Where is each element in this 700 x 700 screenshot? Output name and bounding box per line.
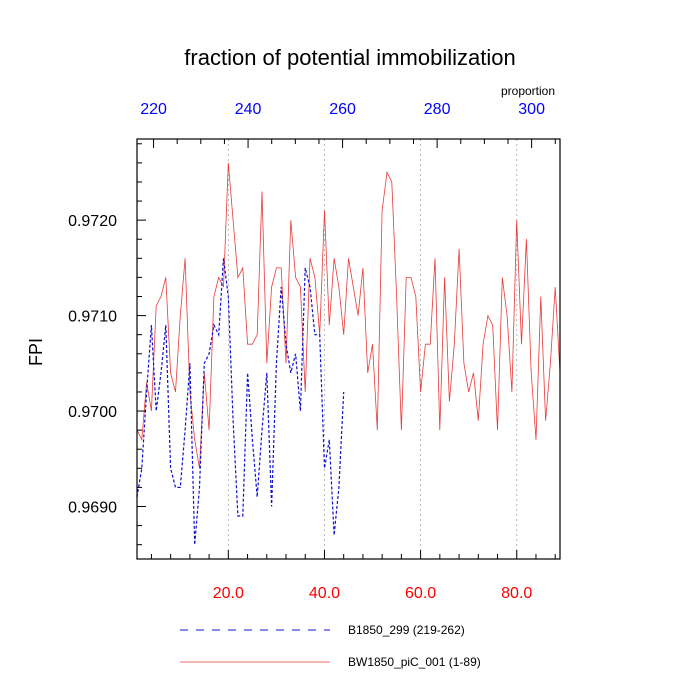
chart-title: fraction of potential immobilization [184,45,515,70]
top-tick-label-2: 260 [329,101,356,118]
bottom-tick-label-0: 20.0 [213,585,244,602]
top-axis-label: proportion [501,84,555,98]
top-tick-label-3: 280 [424,101,451,118]
series-layer [136,162,561,545]
series-line-0 [136,258,345,545]
grid-lines [227,139,518,559]
legend: B1850_299 (219-262) BW1850_piC_001 (1-89… [180,623,481,669]
tick-labels: 20.0 40.0 60.0 80.0 220 240 260 280 300 0.9690 0.9… [68,101,545,602]
bottom-tick-label-1: 40.0 [309,585,340,602]
bottom-tick-label-2: 60.0 [405,585,436,602]
plot-frame [136,138,561,560]
top-tick-label-1: 240 [235,101,262,118]
y-tick-label-3: 0.9720 [68,213,117,230]
top-tick-label-0: 220 [140,101,167,118]
y-tick-label-2: 0.9710 [68,309,117,326]
axis-ticks [137,139,556,559]
bottom-tick-label-3: 80.0 [501,585,532,602]
series-line-1 [136,162,561,469]
legend-label-b1850: B1850_299 (219-262) [348,623,465,637]
top-tick-label-4: 300 [518,101,545,118]
y-tick-label-0: 0.9690 [68,500,117,517]
legend-label-bw1850: BW1850_piC_001 (1-89) [348,655,481,669]
y-tick-label-1: 0.9700 [68,404,117,421]
y-axis-label: FPI [26,338,46,366]
